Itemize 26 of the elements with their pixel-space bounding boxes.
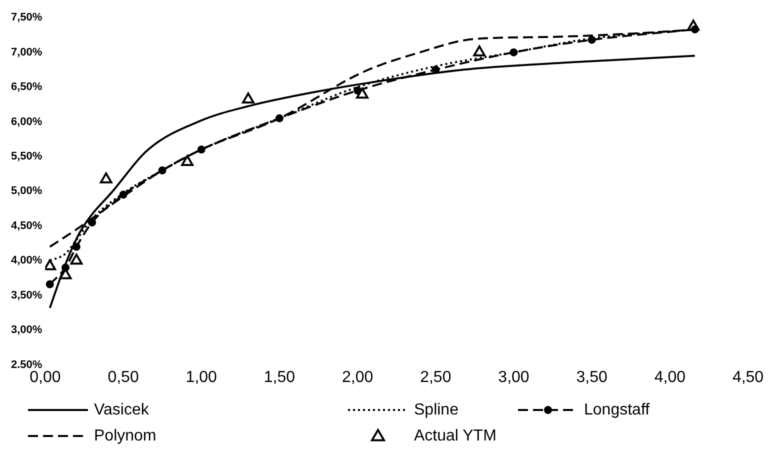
y-tick-label: 3,00% bbox=[10, 324, 42, 336]
x-tick-label: 2,00 bbox=[342, 368, 374, 386]
x-tick-label: 3,50 bbox=[576, 368, 608, 386]
y-tick-label: 7,00% bbox=[10, 46, 42, 58]
y-tick-label: 3,50% bbox=[10, 289, 42, 302]
legend-label: Polynom bbox=[94, 427, 156, 444]
x-tick-label: 3,00 bbox=[498, 368, 530, 386]
x-tick-label: 4,00 bbox=[654, 368, 686, 386]
y-tick-label: 7,50% bbox=[10, 12, 42, 24]
x-tick-label: 4,50 bbox=[732, 368, 764, 386]
legend-label: Actual YTM bbox=[414, 427, 496, 444]
y-tick-label: 5,00% bbox=[10, 185, 42, 198]
x-tick-label: 1,50 bbox=[264, 368, 296, 386]
y-tick-label: 4,00% bbox=[10, 254, 42, 267]
x-tick-label: 1,00 bbox=[186, 368, 218, 386]
y-tick-label: 6,50% bbox=[10, 81, 42, 94]
x-tick-label: 2,50 bbox=[420, 368, 452, 386]
y-tick-label: 2.50% bbox=[10, 358, 42, 371]
legend-label: Longstaff bbox=[584, 401, 650, 418]
x-tick-label: 0,00 bbox=[30, 368, 61, 386]
legend-label: Spline bbox=[414, 401, 459, 418]
y-tick-label: 5,50% bbox=[10, 150, 42, 163]
x-tick-label: 0,50 bbox=[108, 368, 139, 386]
legend-label: Vasicek bbox=[94, 401, 150, 418]
y-tick-label: 6,00% bbox=[10, 116, 42, 128]
y-tick-label: 4,50% bbox=[10, 220, 42, 232]
